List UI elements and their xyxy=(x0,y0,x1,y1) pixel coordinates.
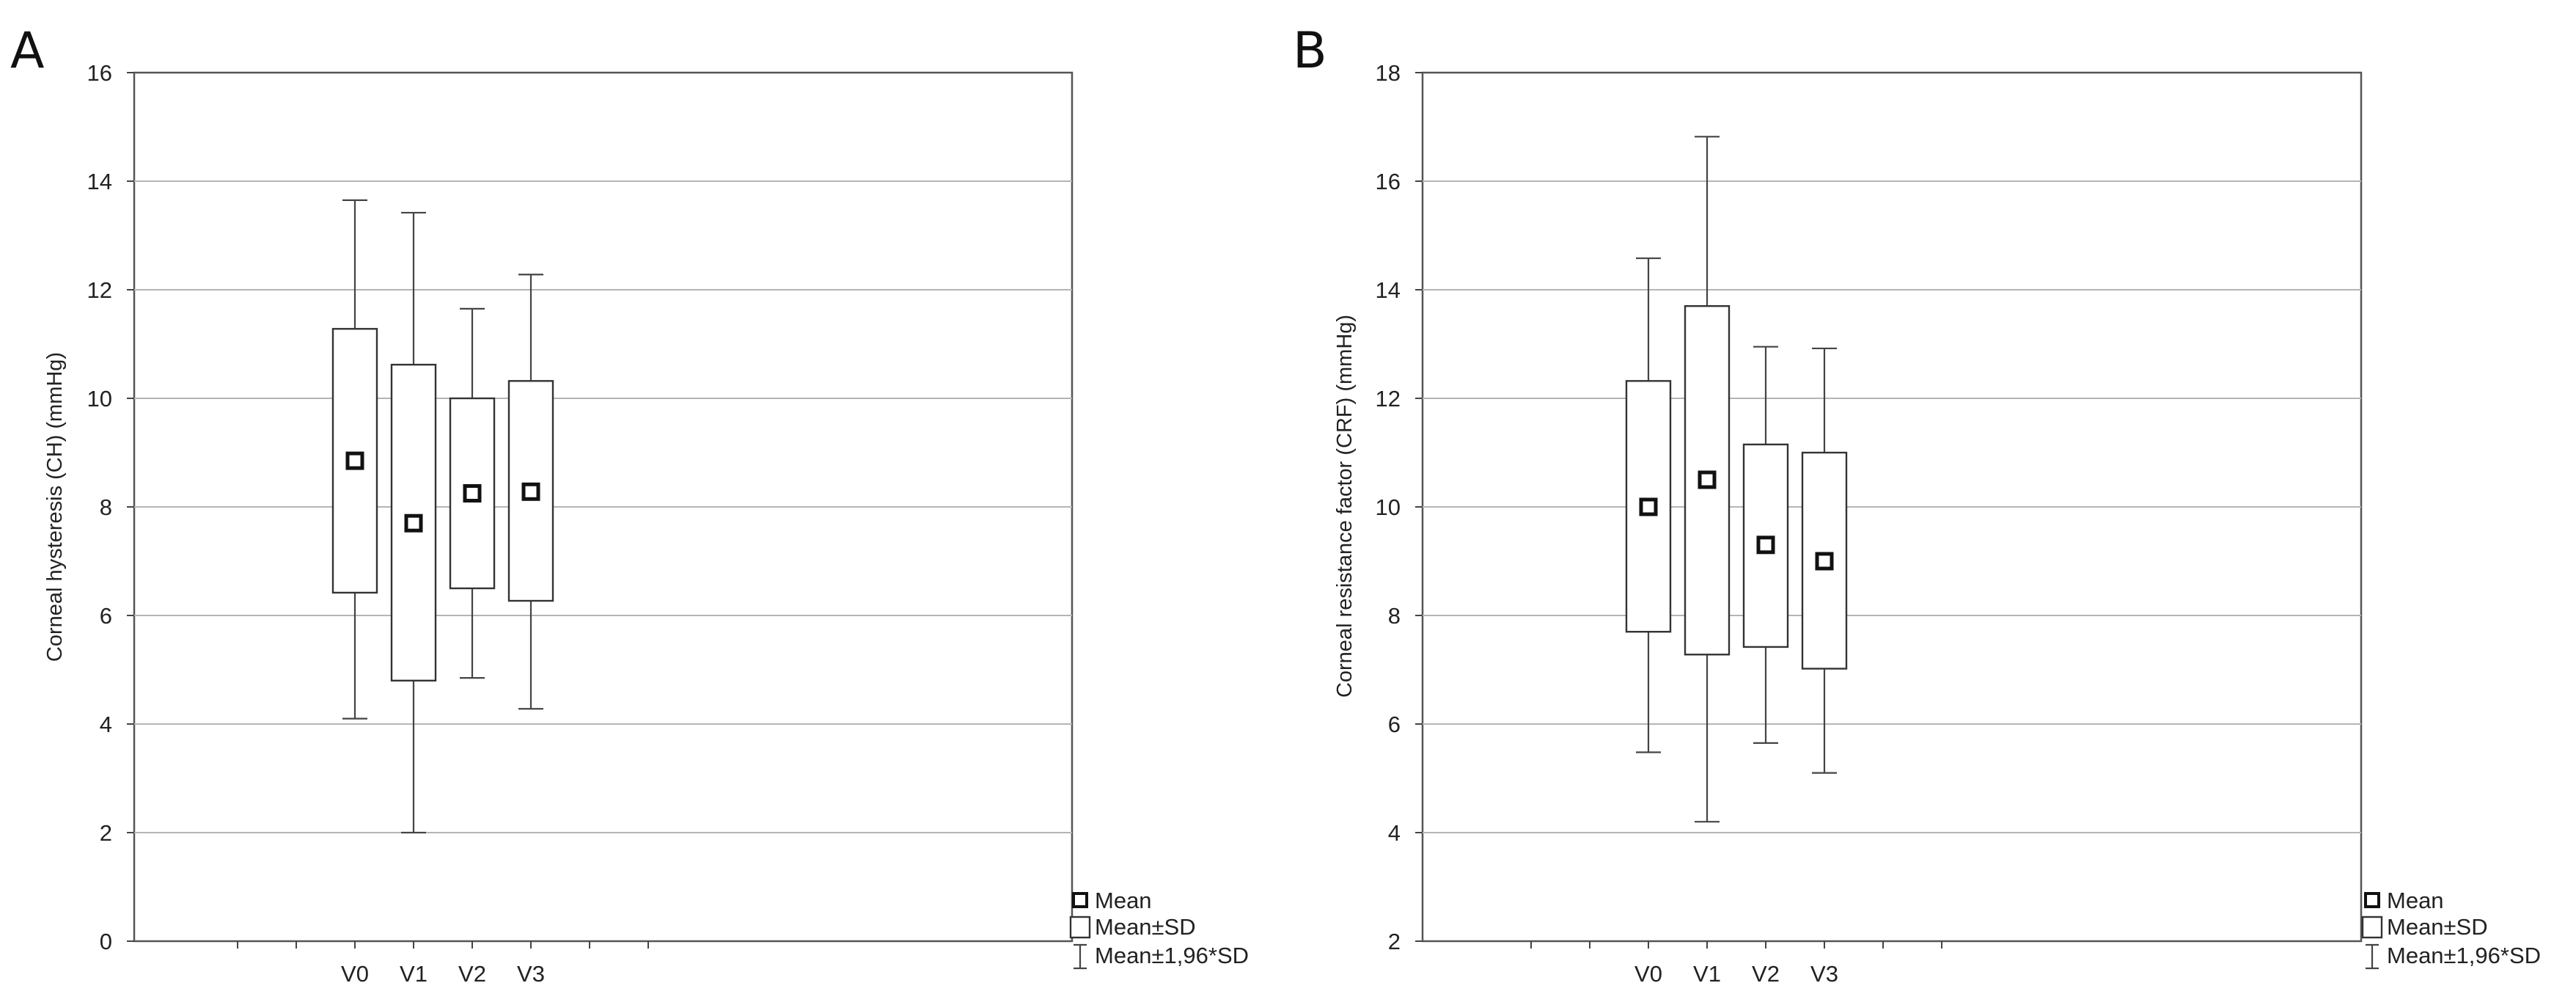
panel-a: A 0 2 4 6 8 10 12 14 16 V0 V1 V2 V3 Corneal hystere… xyxy=(10,22,1249,987)
panel-b-legend-sd-icon xyxy=(2361,916,2383,939)
panel-b-v1-mean-marker xyxy=(1698,470,1717,489)
panel-b: B 2 4 6 8 10 12 14 16 18 V0 V1 V2 V3 Corneal resist… xyxy=(1293,22,2541,987)
panel-a-y-axis: 0 2 4 6 8 10 12 14 16 xyxy=(87,60,134,954)
panel-b-y-tick-label: 8 xyxy=(1388,603,1401,629)
panel-a-v3-x-label: V3 xyxy=(517,961,545,987)
panel-b-v0-x-label: V0 xyxy=(1634,961,1662,987)
panel-a-letter: A xyxy=(10,22,45,80)
panel-a-legend: Mean Mean±SD Mean±1,96*SD xyxy=(1069,888,1249,970)
panel-a-y-tick-label: 8 xyxy=(100,494,112,520)
panel-b-y-tick-label: 6 xyxy=(1388,712,1401,737)
panel-a-v1-mean-marker xyxy=(404,514,423,533)
panel-a-v1-x-label: V1 xyxy=(400,961,428,987)
panel-b-v3-mean-marker xyxy=(1815,552,1834,571)
panel-a-y-tick-label: 0 xyxy=(100,929,112,954)
panel-b-y-tick-label: 4 xyxy=(1388,820,1401,846)
panel-a-legend-sd-icon xyxy=(1069,916,1091,939)
panel-a-y-tick-label: 10 xyxy=(87,386,112,412)
panel-a-legend-mean-icon xyxy=(1072,892,1088,908)
panel-a-y-tick-label: 2 xyxy=(100,820,112,846)
panel-b-y-tick-label: 12 xyxy=(1376,386,1401,412)
panel-a-gridlines xyxy=(134,180,1072,833)
panel-b-legend-ci-label: Mean±1,96*SD xyxy=(2387,943,2541,968)
panel-b-y-axis-title: Corneal resistance factor (CRF) (mmHg) xyxy=(1333,315,1357,698)
panel-b-legend-mean-label: Mean xyxy=(2387,888,2444,913)
panel-a-legend-whisker-icon xyxy=(1074,943,1087,970)
panel-a-boxes xyxy=(331,199,554,834)
panel-b-v0-mean-marker xyxy=(1639,497,1658,516)
panel-b-legend-whisker-icon xyxy=(2366,943,2379,970)
panel-a-y-tick-label: 16 xyxy=(87,60,112,86)
panel-b-y-axis: 2 4 6 8 10 12 14 16 18 xyxy=(1376,60,1423,954)
panel-b-gridlines xyxy=(1423,180,2361,833)
panel-b-y-tick-label: 18 xyxy=(1376,60,1401,86)
panel-a-legend-sd-label: Mean±SD xyxy=(1095,914,1196,940)
panel-a-x-axis: V0 V1 V2 V3 xyxy=(237,941,649,987)
panel-a-legend-ci-label: Mean±1,96*SD xyxy=(1095,943,1249,968)
panel-b-legend-mean-icon xyxy=(2364,892,2380,908)
panel-b-y-tick-label: 14 xyxy=(1376,277,1401,303)
panel-b-v1-x-label: V1 xyxy=(1693,961,1721,987)
panel-b-letter: B xyxy=(1293,22,1327,80)
panel-b-y-tick-label: 2 xyxy=(1388,929,1401,954)
panel-b-legend: Mean Mean±SD Mean±1,96*SD xyxy=(2361,888,2541,970)
panel-b-v2-mean-marker xyxy=(1756,536,1775,555)
panel-b-y-tick-label: 10 xyxy=(1376,494,1401,520)
panel-a-v0-mean-marker xyxy=(345,451,364,470)
panel-b-v2-x-label: V2 xyxy=(1752,961,1780,987)
panel-a-v0-x-label: V0 xyxy=(341,961,369,987)
panel-b-v3-x-label: V3 xyxy=(1810,961,1838,987)
panel-a-y-axis-title: Corneal hysteresis (CH) (mmHg) xyxy=(43,352,67,662)
panel-a-v2-mean-marker xyxy=(463,484,482,503)
panel-a-y-tick-label: 6 xyxy=(100,603,112,629)
panel-a-y-tick-label: 4 xyxy=(100,712,112,737)
panel-b-boxes xyxy=(1625,136,1848,823)
panel-a-legend-mean-label: Mean xyxy=(1095,888,1152,913)
panel-a-v3-mean-marker xyxy=(521,482,540,501)
panel-a-y-tick-label: 14 xyxy=(87,169,112,194)
panel-b-x-axis: V0 V1 V2 V3 xyxy=(1530,941,1942,987)
panel-a-v2-x-label: V2 xyxy=(458,961,486,987)
panel-b-y-tick-label: 16 xyxy=(1376,169,1401,194)
panel-a-y-tick-label: 12 xyxy=(87,277,112,303)
panel-b-legend-sd-label: Mean±SD xyxy=(2387,914,2488,940)
